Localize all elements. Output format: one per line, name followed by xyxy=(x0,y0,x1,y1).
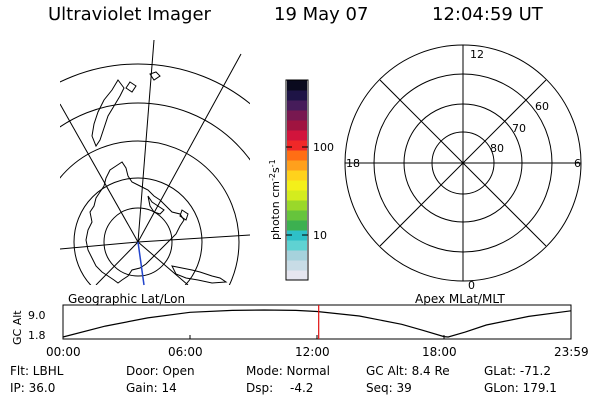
colorbar-segment xyxy=(287,130,307,141)
instrument-title: Ultraviolet Imager xyxy=(48,4,211,25)
altitude-ytick-low: 1.8 xyxy=(28,329,46,342)
colorbar-segment xyxy=(287,120,307,131)
altitude-plot-frame xyxy=(62,304,572,340)
altitude-ytick-high: 9.0 xyxy=(28,309,46,322)
colorbar-segment xyxy=(287,240,307,251)
colorbar-segment xyxy=(287,230,307,241)
colorbar-segment xyxy=(287,140,307,151)
colorbar-segment xyxy=(287,150,307,161)
time-tick-2359: 23:59 xyxy=(554,345,589,359)
colorbar-segment xyxy=(287,170,307,181)
colorbar-segment xyxy=(287,220,307,231)
glon-status: GLon: 179.1 xyxy=(484,381,557,395)
mlat-label-70: 70 xyxy=(512,122,526,135)
mode-status: Mode: Normal xyxy=(246,364,330,378)
colorbar-segment xyxy=(287,160,307,171)
gain-status: Gain: 14 xyxy=(126,381,177,395)
colorbar-frame xyxy=(285,79,309,281)
colorbar-segment xyxy=(287,210,307,221)
time-tick-0600: 06:00 xyxy=(168,345,203,359)
magnetic-polar-grid xyxy=(344,44,582,282)
geographic-label: Geographic Lat/Lon xyxy=(68,292,185,306)
colorbar-segment xyxy=(287,200,307,211)
glat-status: GLat: -71.2 xyxy=(484,364,551,378)
mlat-label-60: 60 xyxy=(535,100,549,113)
colorbar-segment xyxy=(287,110,307,121)
mlt-label-6: 6 xyxy=(574,157,581,170)
filter-status: Flt: LBHL xyxy=(10,364,64,378)
colorbar-segment xyxy=(287,100,307,111)
mlt-label-0: 0 xyxy=(468,279,475,292)
dsp-value: -4.2 xyxy=(290,381,314,395)
mlt-label-18: 18 xyxy=(346,157,360,170)
geographic-map xyxy=(60,40,250,285)
colorbar-segment xyxy=(287,80,307,91)
dsp-label: Dsp: xyxy=(246,381,274,395)
altitude-plot xyxy=(62,305,572,339)
altitude-ylabel: GC Alt xyxy=(11,310,24,345)
colorbar-segment xyxy=(287,270,307,281)
door-status: Door: Open xyxy=(126,364,195,378)
gc-alt-status: GC Alt: 8.4 Re xyxy=(366,364,450,378)
colorbar-label: photon cm-2s-1 xyxy=(268,159,282,240)
colorbar-tick-100: 100 xyxy=(313,141,334,154)
mlat-label-80: 80 xyxy=(490,142,504,155)
altitude-series-line xyxy=(62,309,572,338)
ip-status: IP: 36.0 xyxy=(10,381,56,395)
time-tick-0000: 00:00 xyxy=(46,345,81,359)
colorbar-segment xyxy=(287,90,307,101)
colorbar-segment xyxy=(287,250,307,261)
colorbar-segment xyxy=(287,190,307,201)
date-label: 19 May 07 xyxy=(274,4,369,25)
spacecraft-track xyxy=(137,241,145,286)
colorbar xyxy=(287,80,307,281)
time-tick-1200: 12:00 xyxy=(295,345,330,359)
colorbar-segment xyxy=(287,180,307,191)
time-label: 12:04:59 UT xyxy=(432,4,543,25)
colorbar-tick-10: 10 xyxy=(313,229,327,242)
time-tick-1800: 18:00 xyxy=(422,345,457,359)
mlt-label-12: 12 xyxy=(470,48,484,61)
seq-status: Seq: 39 xyxy=(366,381,412,395)
magnetic-label: Apex MLat/MLT xyxy=(415,292,505,306)
colorbar-segment xyxy=(287,260,307,271)
